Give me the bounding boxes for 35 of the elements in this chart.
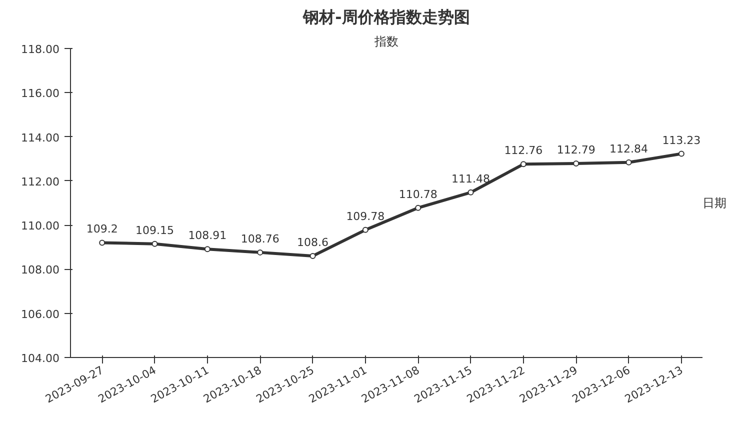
point	[362, 226, 368, 233]
data-label: 112.84	[610, 142, 648, 156]
x-axis-title: 日期	[702, 196, 726, 210]
point	[99, 240, 106, 246]
y-tick-label: 112.00	[21, 175, 60, 188]
data-label: 109.78	[346, 210, 385, 223]
y-tick-label: 104.00	[21, 352, 60, 365]
data-label: 109.15	[136, 224, 174, 237]
data-label: 113.23	[662, 134, 701, 147]
point	[573, 160, 580, 166]
data-label: 112.79	[556, 143, 596, 156]
y-tick-label: 116.00	[21, 87, 60, 100]
point	[468, 189, 474, 196]
point	[152, 240, 158, 247]
data-label: 111.48	[452, 172, 490, 186]
data-label: 109.2	[86, 222, 118, 236]
point	[520, 161, 526, 168]
point	[678, 150, 684, 157]
y-tick-label: 108.00	[21, 264, 60, 277]
point	[626, 159, 632, 166]
y-tick-label: 118.00	[21, 43, 60, 56]
point	[310, 252, 316, 259]
point	[204, 246, 210, 252]
data-label: 112.76	[504, 144, 543, 158]
y-tick-label: 106.00	[21, 308, 60, 321]
point	[257, 249, 264, 256]
chart-title: 钢材-周价格指数走势图	[302, 8, 470, 26]
point	[415, 204, 422, 211]
data-label: 108.6	[297, 236, 329, 249]
y-axis-title: 指数	[374, 34, 398, 48]
y-tick-label: 114.00	[21, 131, 60, 144]
data-label: 110.78	[398, 188, 438, 201]
y-tick-label: 110.00	[21, 220, 60, 233]
data-label: 108.91	[188, 229, 227, 242]
data-label: 108.76	[240, 232, 280, 246]
